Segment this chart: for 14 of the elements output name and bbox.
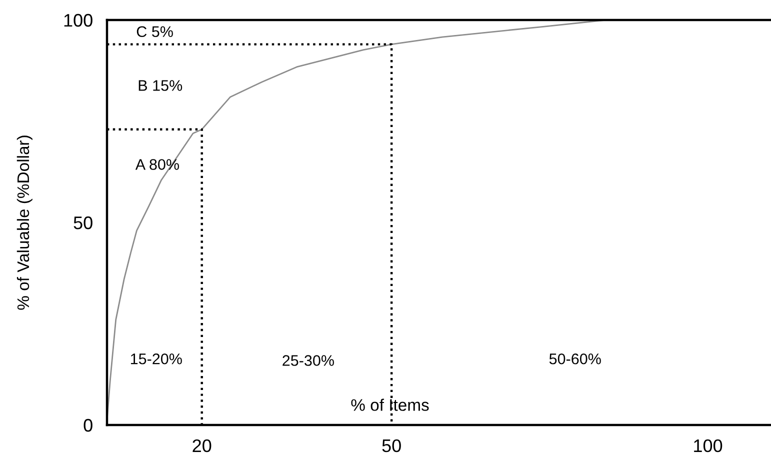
y-tick-label: 100 xyxy=(64,14,92,27)
x-axis-title: % of Items xyxy=(351,398,429,411)
annotation: 50-60% xyxy=(549,353,601,364)
y-tick-label: 0 xyxy=(84,418,92,432)
annotation: 15-20% xyxy=(130,353,182,364)
x-tick-label: 20 xyxy=(192,439,212,452)
annotation: C 5% xyxy=(136,26,173,38)
y-axis-title: % of Valuable (%Dollar) xyxy=(16,136,32,310)
x-tick-label: 100 xyxy=(694,439,722,452)
x-tick-label: 50 xyxy=(382,439,401,452)
annotation: A 80% xyxy=(135,159,180,170)
y-tick-label: 50 xyxy=(74,216,92,230)
annotation: 25-30% xyxy=(282,355,334,366)
annotation: B 15% xyxy=(138,80,182,91)
